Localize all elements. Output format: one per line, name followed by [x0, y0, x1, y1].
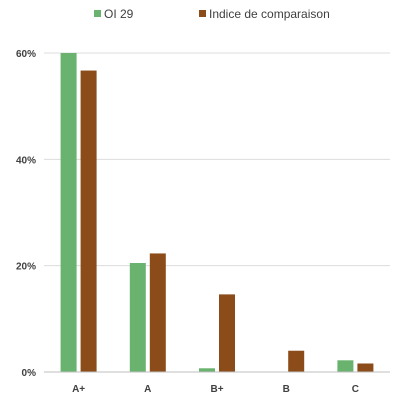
bar-indice-a [149, 253, 166, 372]
legend-swatch-oi-29 [94, 10, 101, 17]
x-label-c: C [352, 384, 359, 395]
bar-indice-b [288, 350, 305, 372]
y-tick-0: 0% [22, 368, 37, 379]
x-label-a-plus: A+ [72, 384, 85, 395]
y-tick-60: 60% [16, 49, 36, 60]
legend-label-indice-de-comparaison: Indice de comparaison [209, 7, 330, 21]
legend-swatch-indice-de-comparaison [199, 10, 206, 17]
x-label-b-plus: B+ [210, 384, 223, 395]
bar-oi-29-b-plus [199, 368, 215, 372]
bar-oi-29-c [337, 360, 354, 372]
bars [60, 53, 374, 373]
bar-indice-c [357, 363, 374, 372]
bar-oi-29-a [129, 263, 146, 372]
x-axis-category-labels: A+ A B+ B C [72, 384, 359, 395]
x-label-b: B [283, 384, 290, 395]
y-tick-20: 20% [16, 262, 36, 273]
gridlines [44, 52, 390, 267]
bar-oi-29-a-plus [60, 53, 77, 372]
y-tick-40: 40% [16, 155, 36, 166]
x-label-a: A [144, 384, 151, 395]
legend-label-oi-29: OI 29 [104, 7, 134, 21]
y-axis-tick-labels: 0% 20% 40% 60% [16, 49, 36, 379]
legend: OI 29 Indice de comparaison [94, 7, 330, 21]
bar-indice-b-plus [219, 294, 235, 372]
bar-indice-a-plus [80, 70, 97, 373]
